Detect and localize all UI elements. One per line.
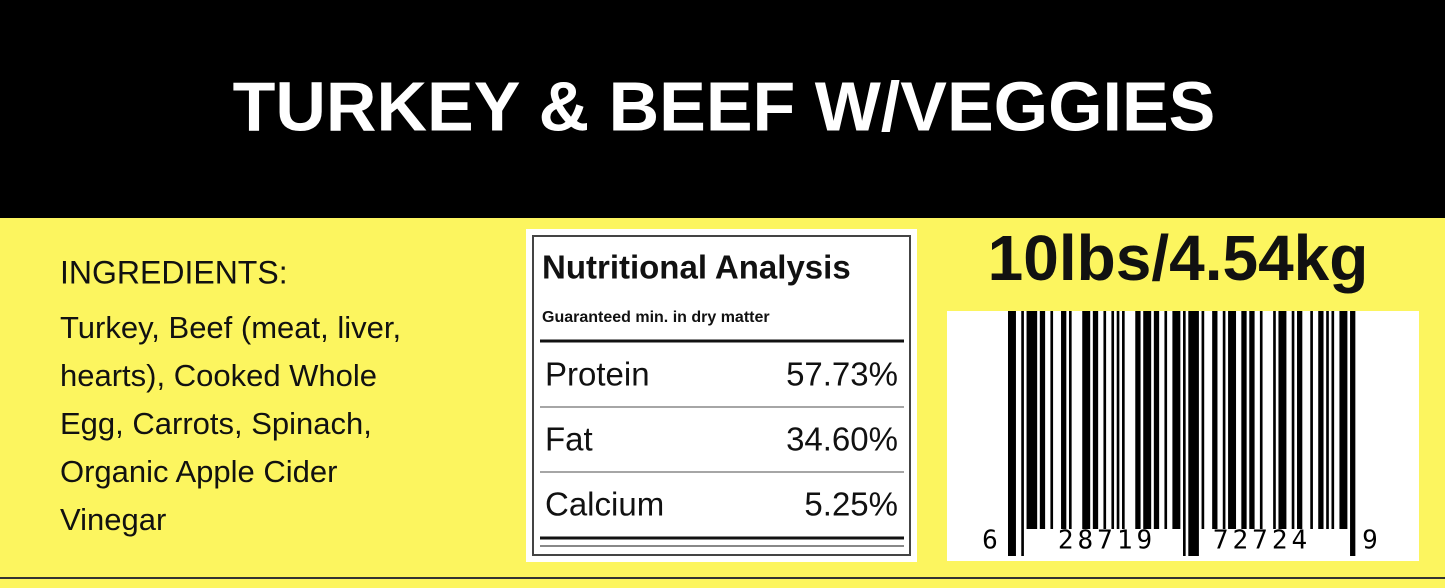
bar [1310, 311, 1313, 529]
bar [1188, 311, 1199, 556]
nutrient-value: 34.60% [786, 421, 898, 458]
barcode-digit: 28719 [1058, 526, 1156, 556]
bar [1116, 311, 1120, 529]
bar [1164, 311, 1168, 529]
bar [1183, 311, 1186, 556]
bar [1122, 311, 1125, 529]
bar [1068, 311, 1072, 529]
nutrition-subtitle: Guaranteed min. in dry matter [542, 309, 770, 326]
nutrient-name: Calcium [545, 486, 664, 523]
ingredients-list: Turkey, Beef (meat, liver, hearts), Cooke… [60, 310, 401, 537]
bar [1326, 311, 1329, 529]
bar [1061, 311, 1067, 529]
bar [1278, 311, 1287, 529]
bar [1008, 311, 1016, 556]
nutrient-value: 5.25% [804, 486, 898, 523]
bar [1135, 311, 1141, 529]
bar [1026, 311, 1038, 529]
bar [1350, 311, 1356, 556]
barcode-digits: 6 28719 72724 9 [982, 526, 1382, 556]
bar [1212, 311, 1218, 529]
bar [1273, 311, 1276, 529]
bar [1021, 311, 1024, 556]
bar [1153, 311, 1160, 529]
barcode-bars [1008, 311, 1356, 556]
ingredients-line: Vinegar [60, 502, 166, 537]
bar [1103, 311, 1107, 529]
bar [1318, 311, 1324, 529]
nutrient-value: 57.73% [786, 356, 898, 393]
ingredients-line: Egg, Carrots, Spinach, [60, 406, 372, 441]
bar [1228, 311, 1237, 529]
bar [1291, 311, 1295, 529]
title: TURKEY & BEEF W/VEGGIES [233, 67, 1216, 145]
bar [1143, 311, 1152, 529]
bar [1039, 311, 1046, 529]
bar [1172, 311, 1181, 529]
bar [1297, 311, 1303, 529]
bar [1201, 311, 1205, 529]
nutrition-title: Nutritional Analysis [542, 249, 851, 286]
bar [1082, 311, 1091, 529]
nutrient-name: Protein [545, 356, 650, 393]
bar [1259, 311, 1263, 529]
nutrition-border [532, 235, 911, 556]
bar [1331, 311, 1335, 529]
bar [1111, 311, 1115, 529]
nutrition-rows: Protein 57.73% Fat 34.60% Calcium 5.25% [540, 356, 904, 523]
nutrient-name: Fat [545, 421, 593, 458]
ingredients-line: Organic Apple Cider [60, 454, 337, 489]
bar [1339, 311, 1348, 529]
barcode-digit: 9 [1362, 526, 1382, 556]
barcode-digit: 6 [982, 526, 1002, 556]
ingredients-line: Turkey, Beef (meat, liver, [60, 310, 401, 345]
bar [1222, 311, 1226, 529]
nutrition-panel [526, 229, 917, 562]
ingredients-line: hearts), Cooked Whole [60, 358, 377, 393]
weight: 10lbs/4.54kg [988, 222, 1369, 294]
bar [1092, 311, 1099, 529]
bar [1241, 311, 1247, 529]
bar [1050, 311, 1054, 529]
header-band [0, 0, 1445, 218]
barcode-digit: 72724 [1213, 526, 1311, 556]
bar [1249, 311, 1255, 529]
ingredients-heading: INGREDIENTS: [60, 254, 288, 290]
